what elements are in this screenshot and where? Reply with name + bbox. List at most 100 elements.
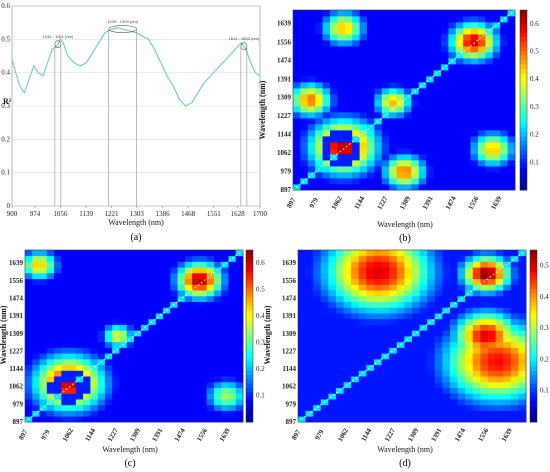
colorbar-segment <box>530 340 537 345</box>
heatmap-cell <box>359 154 368 161</box>
heatmap-cell <box>119 330 128 337</box>
heatmap-cell <box>192 272 200 280</box>
heatmap-cell <box>119 387 128 394</box>
heatmap-cell <box>68 278 77 285</box>
heatmap-cell <box>478 124 486 131</box>
heatmap-cell <box>412 353 420 360</box>
heatmap-cell <box>112 410 120 417</box>
heatmap-cell <box>83 301 91 308</box>
heatmap-cell <box>235 364 244 371</box>
heatmap-cell <box>495 393 504 400</box>
heatmap-cell <box>411 160 420 167</box>
heatmap-cell <box>510 347 519 354</box>
heatmap-cell <box>352 124 360 131</box>
colorbar-tick-label: 0.6 <box>530 20 539 28</box>
heatmap-cell <box>343 336 352 343</box>
heatmap-cell <box>213 376 222 383</box>
heatmap-cell <box>463 10 471 17</box>
heatmap-cell <box>141 370 149 377</box>
heatmap-cell <box>300 16 309 23</box>
heatmap-cell <box>500 34 508 41</box>
heatmap-cell <box>427 255 436 262</box>
heatmap-cell <box>351 330 360 337</box>
heatmap-cell <box>90 272 99 280</box>
heatmap-cell <box>313 295 322 302</box>
heatmap-cell <box>300 34 309 41</box>
heatmap-cell <box>518 261 527 268</box>
heatmap-cell <box>141 307 149 314</box>
heatmap-cell <box>472 267 481 274</box>
heatmap-cell <box>300 100 309 107</box>
heatmap-cell <box>389 290 398 297</box>
heatmap-cell <box>104 313 113 320</box>
colorbar-tick-label: 0.3 <box>256 339 265 347</box>
heatmap-cell <box>389 178 397 185</box>
heatmap-cell <box>463 118 471 125</box>
heatmap-cell <box>374 70 383 77</box>
heatmap-cell <box>389 267 398 274</box>
heatmap-cell <box>470 22 479 29</box>
heatmap-cell <box>374 324 382 331</box>
heatmap-cell <box>510 393 519 400</box>
heatmap-cell <box>434 318 443 325</box>
heatmap-cell <box>315 154 323 161</box>
heatmap-cell <box>305 313 314 320</box>
heatmap-cell <box>313 261 322 268</box>
heatmap-cell <box>488 290 496 297</box>
heatmap-cell <box>298 272 306 280</box>
colorbar-segment <box>530 254 537 259</box>
heatmap-cell <box>450 301 458 308</box>
heatmap-cell <box>389 324 398 331</box>
heatmap-cell <box>97 307 106 314</box>
heatmap-cell <box>488 330 496 337</box>
heatmap-cell <box>418 16 427 23</box>
heatmap-cell <box>184 358 193 366</box>
heatmap-cell <box>39 416 48 423</box>
heatmap-cell <box>411 106 420 113</box>
heatmap-cell <box>358 376 367 383</box>
heatmap-cell <box>337 106 346 113</box>
heatmap-cell <box>359 118 368 125</box>
panel-a-ylabel: R² <box>3 97 12 106</box>
heatmap-cell <box>488 341 496 348</box>
heatmap-cell <box>510 370 519 377</box>
heatmap-cell <box>465 278 474 285</box>
heatmap-ytick-label: 979 <box>286 400 297 408</box>
heatmap-cell <box>61 410 69 417</box>
heatmap-ytick-label: 1639 <box>282 259 297 267</box>
heatmap-cell <box>485 58 494 65</box>
colorbar-frame <box>245 249 254 423</box>
heatmap-cell <box>141 267 149 274</box>
heatmap-cell <box>351 307 360 314</box>
heatmap-cell <box>381 106 390 113</box>
heatmap-cell <box>112 416 120 423</box>
colorbar-segment <box>530 344 537 350</box>
heatmap-cell <box>228 295 237 302</box>
heatmap-cell <box>448 10 457 17</box>
heatmap-cell <box>352 34 360 41</box>
heatmap-cell <box>46 347 55 354</box>
heatmap-cell <box>367 166 375 173</box>
heatmap-cell <box>206 301 215 308</box>
heatmap-cell <box>199 324 208 331</box>
heatmap-cell <box>46 370 55 377</box>
heatmap-cell <box>25 387 33 394</box>
heatmap-cell <box>184 318 193 325</box>
heatmap-cell <box>61 255 69 262</box>
heatmap-cell <box>492 46 501 53</box>
heatmap-cell <box>126 330 135 337</box>
heatmap-xtick-label: 979 <box>39 428 51 442</box>
heatmap-cell <box>330 16 338 23</box>
heatmap-cell <box>163 410 171 417</box>
heatmap-cell <box>463 64 471 71</box>
heatmap-cell <box>472 295 481 302</box>
heatmap-cell <box>68 330 77 337</box>
heatmap-cell <box>366 290 375 297</box>
heatmap-cell <box>418 52 427 59</box>
heatmap-cell <box>235 313 244 320</box>
heatmap-cell <box>488 364 496 371</box>
heatmap-cell <box>112 295 120 302</box>
heatmap-cell <box>358 341 367 348</box>
heatmap-cell <box>495 364 504 371</box>
heatmap-cell <box>126 336 135 343</box>
